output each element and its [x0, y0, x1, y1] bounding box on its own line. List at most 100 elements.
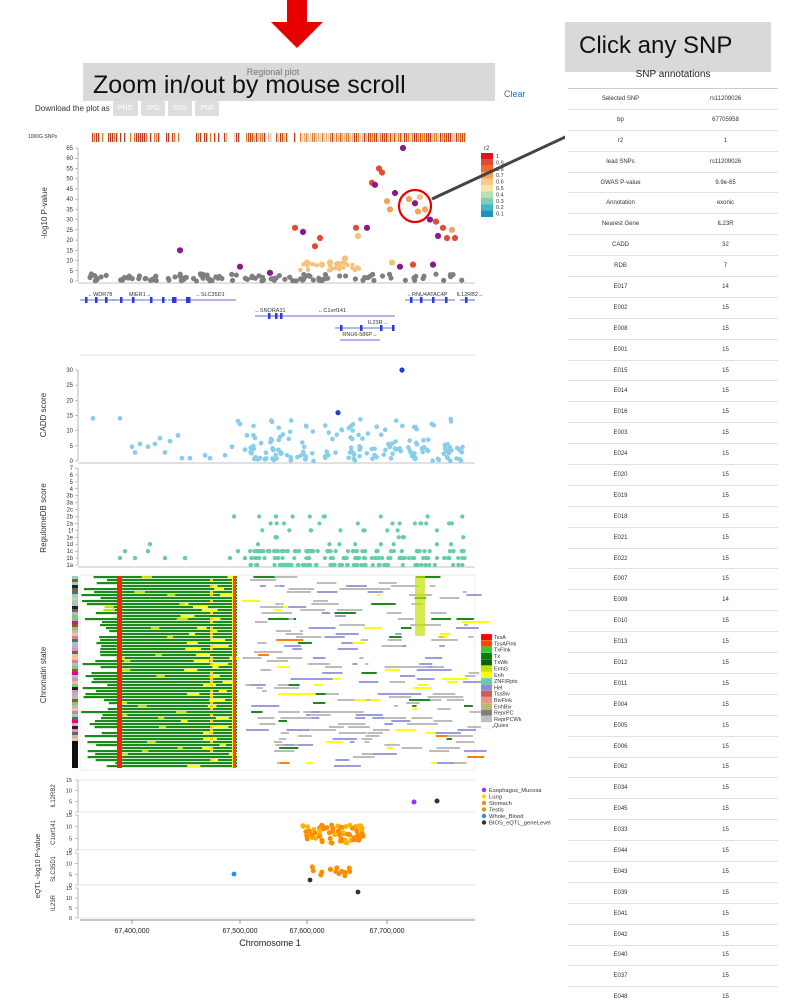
gwas-point[interactable] [305, 272, 312, 279]
download-png-button[interactable]: PNG [112, 101, 138, 116]
gwas-point[interactable] [270, 275, 276, 282]
cadd-point[interactable] [273, 452, 279, 458]
rdb-point[interactable] [375, 549, 380, 554]
rdb-point[interactable] [275, 549, 281, 554]
rdb-point[interactable] [337, 542, 342, 547]
rdb-point[interactable] [304, 549, 310, 554]
gwas-point[interactable] [143, 275, 149, 282]
cadd-point[interactable] [334, 432, 340, 438]
gwas-point[interactable] [429, 261, 437, 268]
cadd-point[interactable] [326, 430, 332, 435]
gwas-point[interactable] [405, 196, 413, 203]
cadd-point[interactable] [284, 452, 290, 458]
rdb-point[interactable] [378, 514, 383, 519]
rdb-point[interactable] [446, 521, 452, 526]
rdb-point[interactable] [385, 528, 390, 533]
cadd-point[interactable] [157, 435, 163, 441]
gwas-point[interactable] [233, 272, 239, 278]
cadd-point[interactable] [137, 441, 143, 447]
gwas-point[interactable] [305, 267, 311, 272]
rdb-point[interactable] [248, 562, 254, 568]
rdb-point[interactable] [406, 555, 412, 561]
gwas-point[interactable] [441, 277, 447, 283]
cadd-point[interactable] [335, 410, 341, 416]
clear-link[interactable]: Clear [504, 89, 526, 99]
rdb-point[interactable] [363, 549, 368, 554]
gwas-point[interactable] [266, 269, 274, 276]
rdb-point[interactable] [416, 549, 421, 554]
gwas-point[interactable] [360, 277, 366, 283]
rdb-point[interactable] [249, 555, 254, 561]
rdb-point[interactable] [397, 521, 402, 526]
cadd-point[interactable] [454, 445, 460, 451]
gwas-point[interactable] [326, 268, 332, 273]
eqtl-point[interactable] [355, 889, 361, 895]
rdb-point[interactable] [400, 562, 405, 568]
rdb-point[interactable] [122, 548, 128, 554]
rdb-point[interactable] [322, 514, 327, 519]
gwas-point[interactable] [411, 200, 419, 207]
gwas-point[interactable] [352, 276, 359, 282]
cadd-point[interactable] [448, 416, 454, 422]
cadd-point[interactable] [271, 457, 277, 463]
gwas-point[interactable] [350, 262, 355, 268]
rdb-point[interactable] [272, 562, 277, 568]
rdb-point[interactable] [448, 542, 454, 547]
download-svg-button[interactable]: SVG [167, 101, 193, 116]
gwas-point[interactable] [412, 277, 418, 283]
cadd-point[interactable] [378, 432, 384, 438]
cadd-point[interactable] [406, 445, 411, 450]
rdb-point[interactable] [284, 549, 289, 554]
gwas-point[interactable] [316, 277, 322, 283]
rdb-point[interactable] [423, 555, 429, 561]
eqtl-point[interactable] [305, 824, 311, 830]
rdb-point[interactable] [423, 562, 428, 568]
eqtl-point[interactable] [338, 824, 344, 830]
rdb-point[interactable] [421, 555, 426, 561]
cadd-point[interactable] [339, 427, 345, 433]
rdb-point[interactable] [419, 562, 424, 568]
rdb-point[interactable] [231, 514, 237, 519]
cadd-point[interactable] [250, 447, 255, 452]
eqtl-point[interactable] [319, 869, 325, 875]
gwas-point[interactable] [432, 218, 440, 225]
rdb-point[interactable] [330, 562, 335, 568]
rdb-point[interactable] [427, 549, 432, 554]
cadd-point[interactable] [175, 433, 181, 438]
gwas-point[interactable] [459, 277, 465, 283]
cadd-point[interactable] [388, 456, 394, 461]
rdb-points[interactable] [117, 514, 467, 568]
gwas-point[interactable] [433, 271, 439, 277]
rdb-point[interactable] [355, 555, 360, 561]
cadd-point[interactable] [346, 455, 351, 461]
rdb-point[interactable] [274, 535, 279, 540]
rdb-point[interactable] [419, 521, 424, 526]
cadd-point[interactable] [458, 458, 464, 464]
gwas-point[interactable] [367, 273, 373, 279]
gwas-point[interactable] [341, 255, 349, 262]
cadd-point[interactable] [258, 440, 264, 446]
gwas-point[interactable] [336, 260, 341, 265]
cadd-point[interactable] [414, 426, 419, 432]
rdb-point[interactable] [383, 562, 388, 568]
rdb-point[interactable] [341, 555, 346, 561]
eqtl-point[interactable] [342, 839, 348, 845]
eqtl-point[interactable] [231, 871, 237, 877]
rdb-point[interactable] [370, 562, 375, 568]
gwas-point[interactable] [341, 265, 346, 270]
cadd-point[interactable] [280, 432, 286, 437]
gwas-point[interactable] [198, 272, 204, 278]
gwas-point[interactable] [421, 206, 429, 213]
cadd-point[interactable] [412, 456, 418, 462]
eqtl-point[interactable] [337, 832, 343, 838]
gwas-points[interactable] [87, 144, 465, 284]
rdb-point[interactable] [277, 562, 283, 568]
rdb-point[interactable] [285, 562, 290, 568]
cadd-point[interactable] [346, 425, 352, 431]
gwas-point[interactable] [379, 273, 386, 279]
gwas-point[interactable] [305, 263, 310, 268]
gwas-point[interactable] [396, 263, 404, 270]
gwas-point[interactable] [434, 232, 442, 240]
gwas-point[interactable] [256, 273, 262, 279]
cadd-point[interactable] [167, 438, 173, 444]
